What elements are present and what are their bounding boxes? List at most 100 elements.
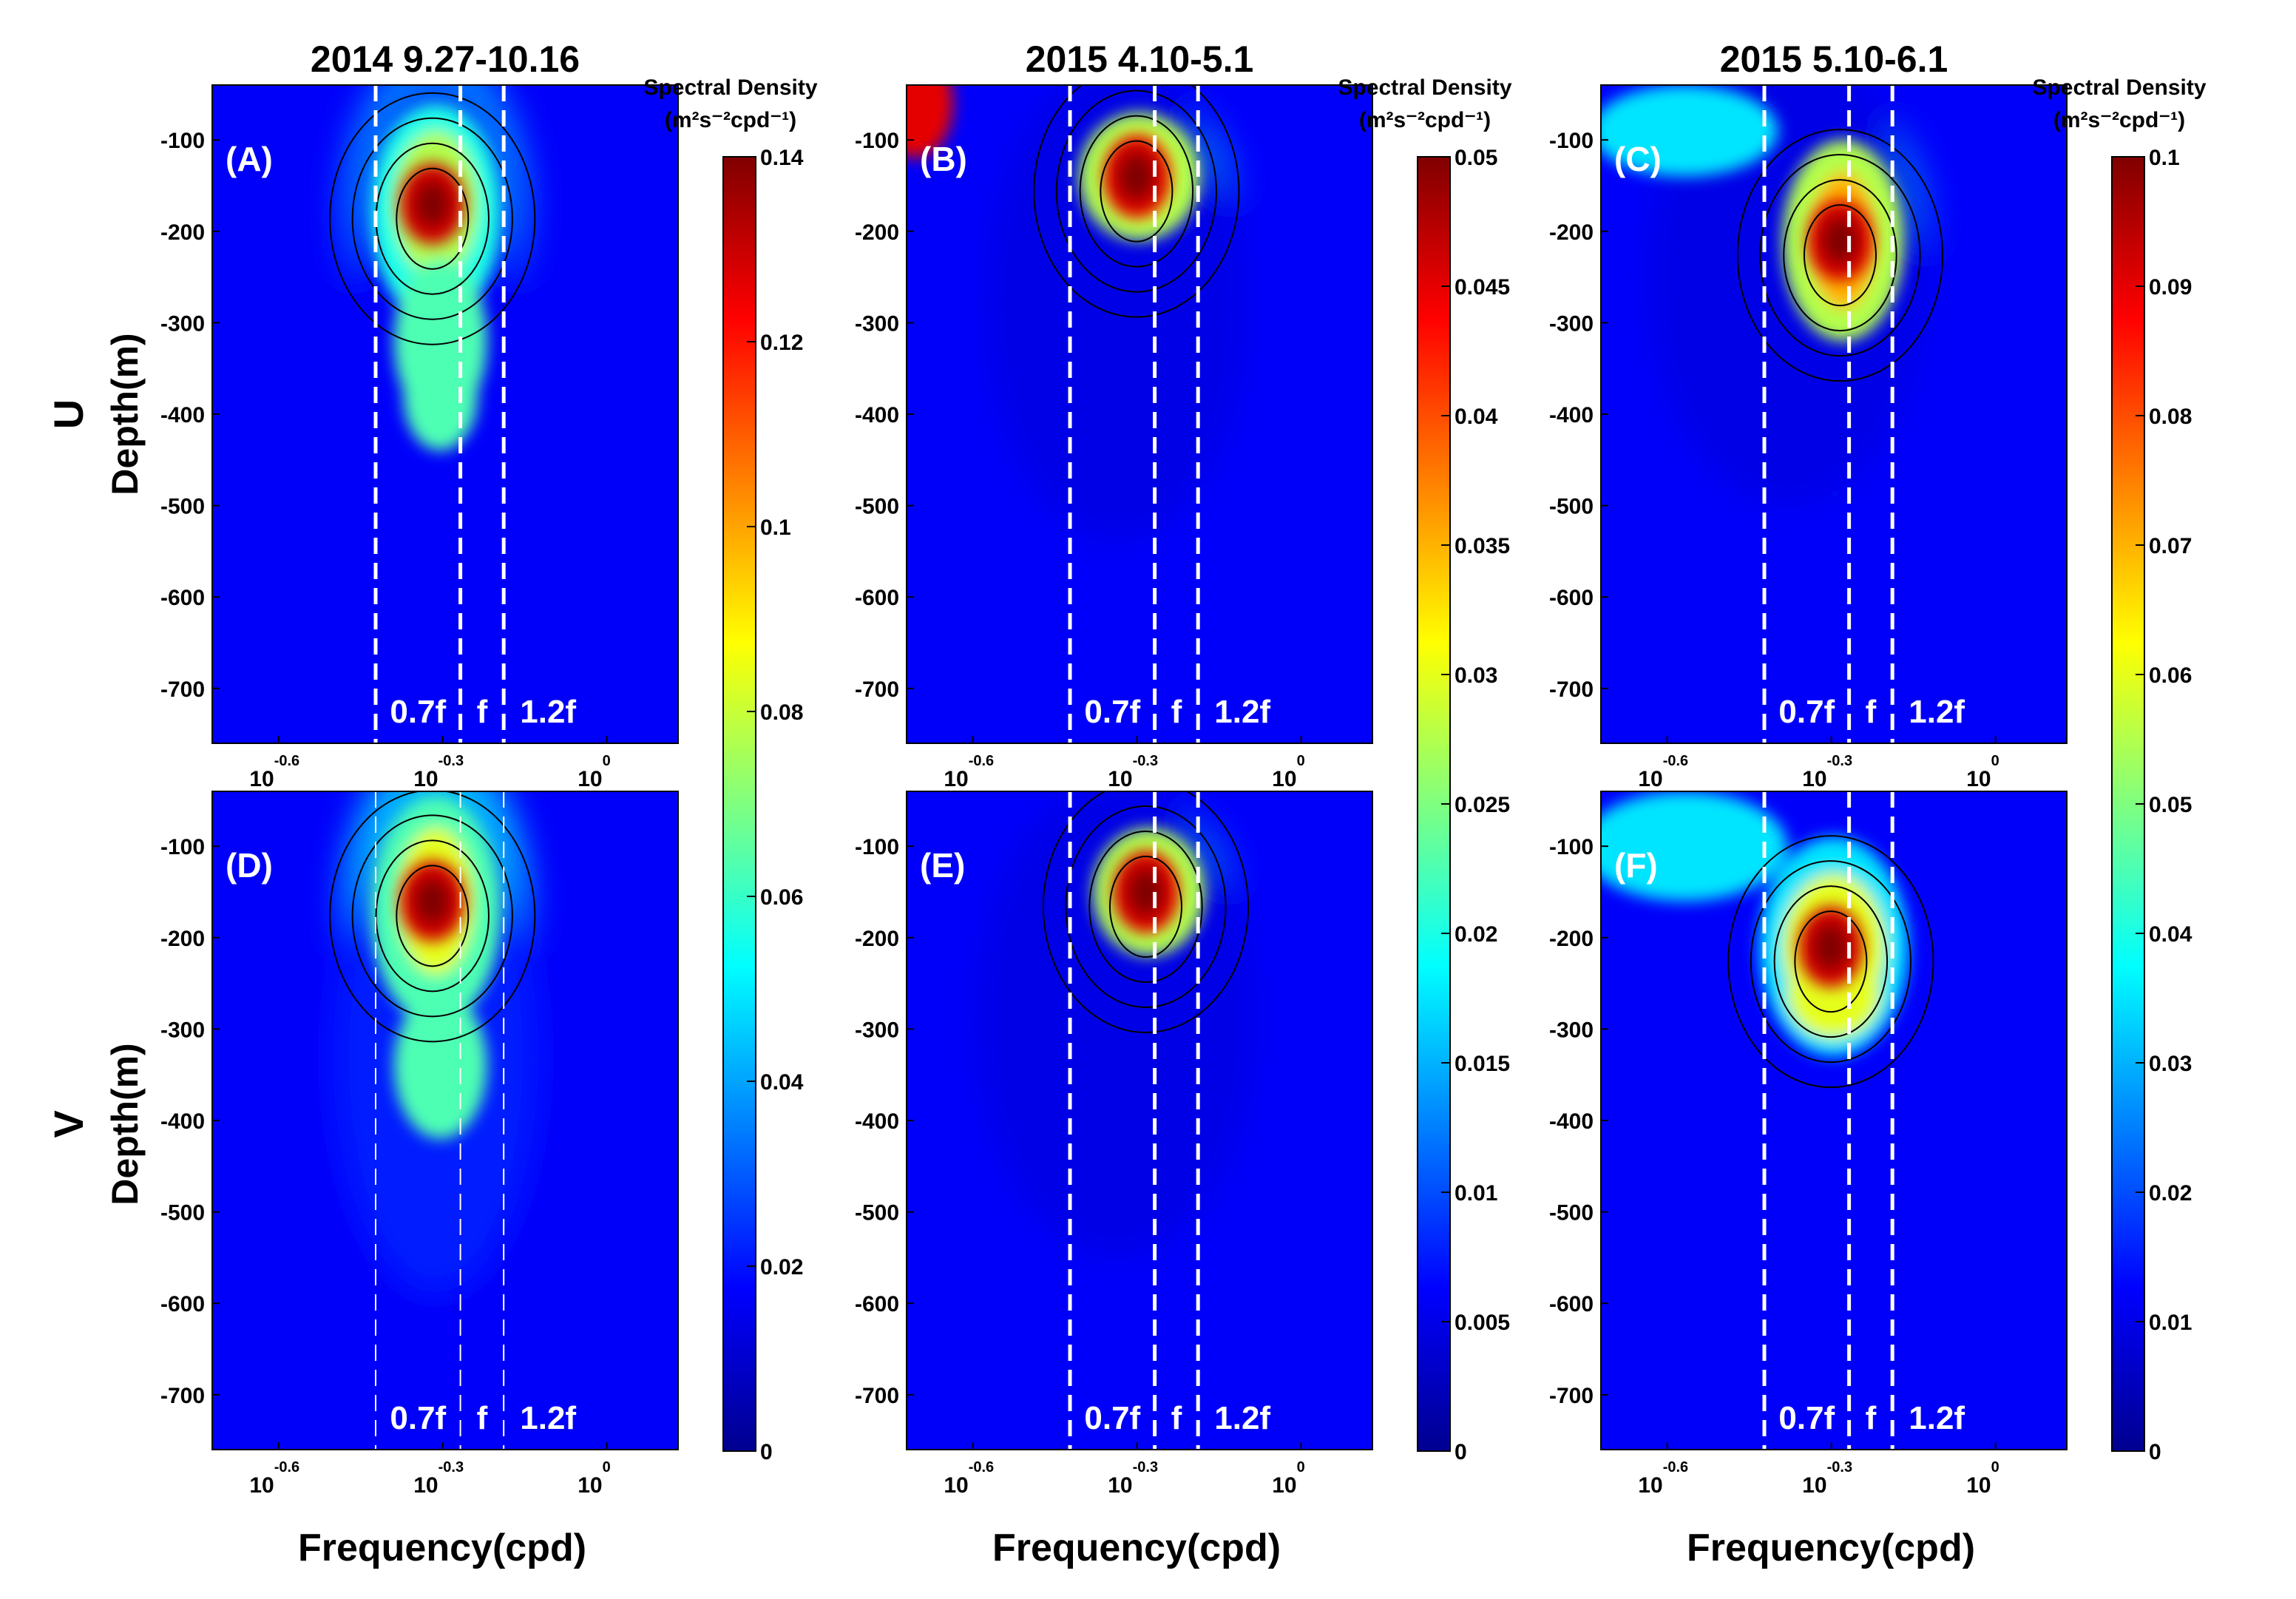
y-tick-label: -200 [855,927,899,951]
panel-title: 2014 9.27-10.16 [311,38,580,80]
y-tick-label: -400 [855,1109,899,1134]
y-tick-label: -500 [1549,495,1594,519]
heatmap-peak-core [416,181,449,226]
panel-label: (A) [226,140,273,178]
colorbar-tick-label: 0.04 [2149,922,2192,947]
x-tick-exponent: 0 [1991,1459,1999,1475]
colorbar-tick-label: 0.1 [760,515,791,540]
x-tick-label: 10 [1108,767,1132,791]
colorbar-title: Spectral Density [1338,75,1511,100]
contour-line [1100,140,1174,243]
contour-line [1727,835,1934,1089]
heatmap-field [333,791,538,1294]
panel-d: 0.7f f 1.2f (D) -100 -200 -300 -400 -500 -600 -700… [160,791,679,1498]
colorbar-tick-label: 0.01 [1455,1181,1497,1206]
y-tick-label: -500 [160,495,205,519]
y-tick-label: -200 [855,220,899,245]
contour-line [396,865,470,967]
row-label-v: V [45,1110,92,1137]
contour-line [1794,910,1868,1013]
band-label-12f: 1.2f [1214,694,1270,730]
colorbar-tick-label: 0 [2149,1440,2161,1464]
y-tick-label: -500 [855,1201,899,1226]
y-tick-label: -300 [855,1018,899,1042]
y-tick-label: -300 [160,311,205,336]
y-tick-label: -300 [1549,311,1594,336]
y-tick-label: -500 [855,495,899,519]
contour-lines [329,791,536,1043]
x-tick-label: 10 [578,1473,602,1498]
contour-line [396,167,470,270]
y-tick-label: -700 [855,677,899,702]
y-tick-label: -100 [855,835,899,859]
colorbar-tick-label: 0.05 [2149,793,2192,817]
y-tick-label: -400 [855,403,899,427]
heatmap-peak-core [416,879,449,924]
heatmap-blob [393,992,487,1139]
contour-lines [329,92,536,345]
band-label-f: f [1171,1400,1182,1436]
y-tick-label: -200 [1549,220,1594,245]
x-tick-exponent: -0.6 [274,753,299,769]
band-label-f: f [1866,1400,1877,1436]
contour-line [351,117,513,320]
x-tick-label: 10 [1802,1473,1826,1498]
colorbar-tick-label: 0.06 [760,885,803,910]
colorbar-2: 0 0.005 0.01 0.015 0.02 0.025 0.03 0.035 0.04 0.0… [1338,75,1511,1464]
x-tick-label: 10 [1966,1473,1991,1498]
y-tick-label: -100 [855,129,899,153]
panel-label: (B) [920,140,967,178]
panel-f: 0.7f f 1.2f (F) -100 -200 -300 -400 -500 -600 -700… [1549,791,2068,1498]
x-tick-label: 10 [1638,1473,1662,1498]
contour-line [1079,115,1194,268]
x-tick-exponent: 0 [603,1459,611,1475]
y-tick-label: -100 [160,835,205,859]
contour-line [1759,154,1921,357]
heatmap-blob [1601,85,1778,177]
panel-e: 0.7f f 1.2f (E) -100 -200 -300 -400 -500 -600 -700… [855,791,1373,1498]
x-tick-exponent: -0.6 [1663,753,1688,769]
panel-title: 2015 4.10-5.1 [1026,38,1254,80]
colorbar-units: (m²s⁻²cpd⁻¹) [665,108,796,132]
contour-lines [1042,791,1250,1033]
x-tick-exponent: -0.3 [438,1459,464,1475]
x-tick-label: 10 [578,767,602,791]
contour-line [375,839,490,993]
band-label-07f: 0.7f [1778,1400,1835,1436]
y-tick-label: -600 [855,1292,899,1316]
panel-label: (D) [226,846,273,885]
x-tick-exponent: -0.3 [1827,1459,1852,1475]
y-axis-label-top: Depth(m) [104,333,146,495]
y-tick-label: -100 [1549,835,1594,859]
band-label-f: f [1866,694,1877,730]
band-label-f: f [477,694,488,730]
heatmap-blob [403,341,478,451]
band-label-f: f [477,1400,488,1436]
colorbars-layer: 0 0.02 0.04 0.06 0.08 0.1 0.12 0.14 Spectral Den… [643,75,2206,1464]
band-label-12f: 1.2f [520,694,576,730]
contour-line [1042,791,1250,1033]
y-tick-label: -400 [1549,1109,1594,1134]
x-tick-label: 10 [1272,767,1296,791]
contour-line [1033,85,1240,318]
x-tick-exponent: 0 [603,753,611,769]
colorbar-tick-label: 0.02 [760,1255,803,1279]
contour-line [1055,89,1217,293]
y-tick-label: -200 [160,220,205,245]
band-label-07f: 0.7f [1778,694,1835,730]
x-tick-exponent: -0.6 [1663,1459,1688,1475]
x-tick-exponent: -0.3 [1827,753,1852,769]
colorbar-tick-label: 0 [1455,1440,1467,1464]
band-label-12f: 1.2f [1909,694,1965,730]
x-tick-label: 10 [1966,767,1991,791]
x-tick-label: 10 [413,1473,438,1498]
panel-label: (F) [1614,846,1658,885]
y-tick-label: -100 [1549,129,1594,153]
colorbar-tick-label: 0.02 [1455,922,1497,947]
contour-line [1803,204,1877,307]
colorbar-tick-label: 0.03 [2149,1052,2192,1076]
panel-label: (E) [920,846,965,885]
contour-line [1065,805,1227,1008]
colorbar-tick-label: 0.06 [2149,663,2192,688]
colorbar-3: 0 0.01 0.02 0.03 0.04 0.05 0.06 0.07 0.08 0.09 0.1… [2032,75,2206,1464]
